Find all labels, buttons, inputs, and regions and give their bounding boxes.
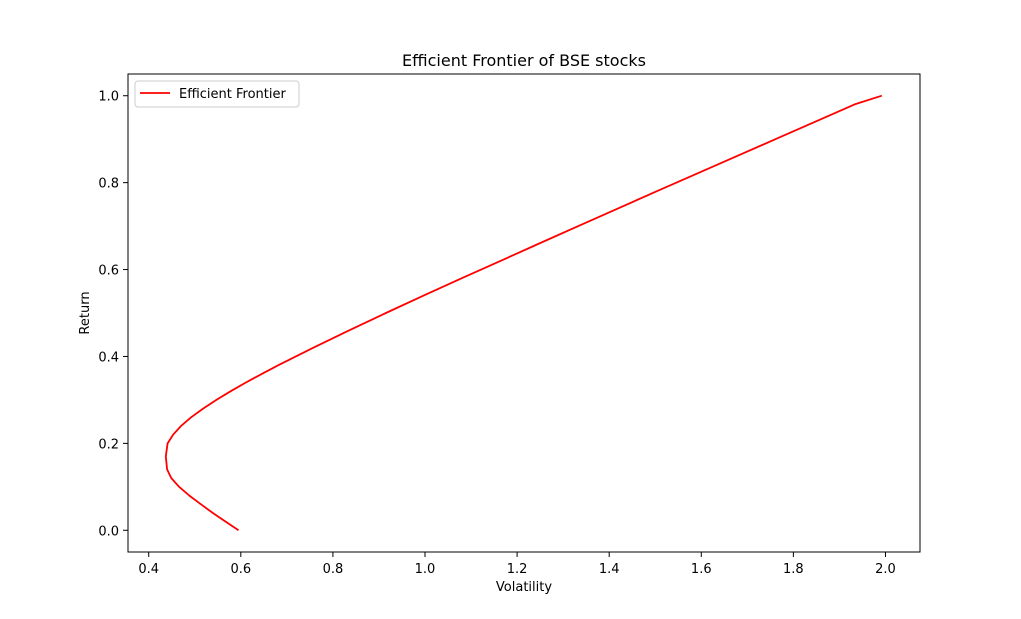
y-axis-label: Return <box>78 291 93 334</box>
x-tick-label: 1.4 <box>599 562 620 577</box>
efficient-frontier-line <box>164 94 883 532</box>
x-tick-label: 1.0 <box>415 562 436 577</box>
x-tick-label: 1.2 <box>507 562 528 577</box>
y-tick-label: 1.0 <box>98 90 119 105</box>
y-tick-label: 0.0 <box>98 524 119 539</box>
legend: Efficient Frontier <box>134 80 300 108</box>
y-tick-label: 0.8 <box>98 177 119 192</box>
x-axis-label: Volatility <box>496 580 552 595</box>
x-tick-label: 1.6 <box>691 562 712 577</box>
x-tick-label: 1.8 <box>783 562 804 577</box>
x-tick-label: 0.4 <box>138 562 159 577</box>
y-tick-label: 0.6 <box>98 264 119 279</box>
x-tick-label: 0.6 <box>230 562 251 577</box>
y-axis-ticks: 0.0 0.2 0.4 0.6 0.8 1.0 <box>98 90 128 539</box>
chart-title: Efficient Frontier of BSE stocks <box>402 51 646 70</box>
legend-label: Efficient Frontier <box>179 87 286 102</box>
x-tick-label: 0.8 <box>323 562 344 577</box>
legend-box <box>134 80 300 108</box>
plot-area-frame <box>127 73 921 553</box>
x-tick-label: 2.0 <box>875 562 896 577</box>
x-axis-ticks: 0.4 0.6 0.8 1.0 1.2 1.4 1.6 1.8 2.0 <box>138 552 896 577</box>
y-tick-label: 0.4 <box>98 350 119 365</box>
y-tick-label: 0.2 <box>98 437 119 452</box>
